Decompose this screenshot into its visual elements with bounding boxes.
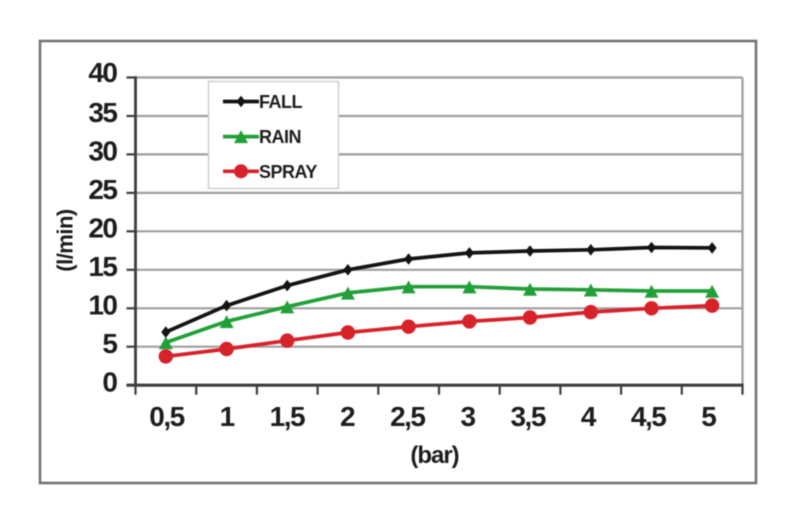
svg-text:30: 30 xyxy=(88,136,117,167)
svg-text:25: 25 xyxy=(88,174,117,205)
svg-text:2: 2 xyxy=(340,401,355,432)
svg-text:FALL: FALL xyxy=(259,92,302,112)
svg-text:1,5: 1,5 xyxy=(270,401,305,432)
svg-text:(l/min): (l/min) xyxy=(53,209,78,272)
svg-text:0: 0 xyxy=(102,366,117,397)
svg-text:2,5: 2,5 xyxy=(390,401,425,432)
svg-text:4: 4 xyxy=(581,401,597,432)
svg-text:15: 15 xyxy=(88,251,117,282)
svg-text:SPRAY: SPRAY xyxy=(259,162,317,182)
svg-text:20: 20 xyxy=(88,213,117,244)
svg-text:(bar): (bar) xyxy=(410,442,458,469)
svg-text:3: 3 xyxy=(460,401,475,432)
svg-text:35: 35 xyxy=(88,97,117,128)
svg-text:3,5: 3,5 xyxy=(510,401,545,432)
svg-text:10: 10 xyxy=(88,290,117,321)
svg-text:1: 1 xyxy=(220,401,235,432)
svg-text:4,5: 4,5 xyxy=(631,401,666,432)
svg-text:5: 5 xyxy=(701,401,716,432)
svg-text:40: 40 xyxy=(88,57,117,88)
svg-text:RAIN: RAIN xyxy=(259,127,301,147)
svg-text:5: 5 xyxy=(102,328,117,359)
svg-text:0,5: 0,5 xyxy=(149,401,184,432)
